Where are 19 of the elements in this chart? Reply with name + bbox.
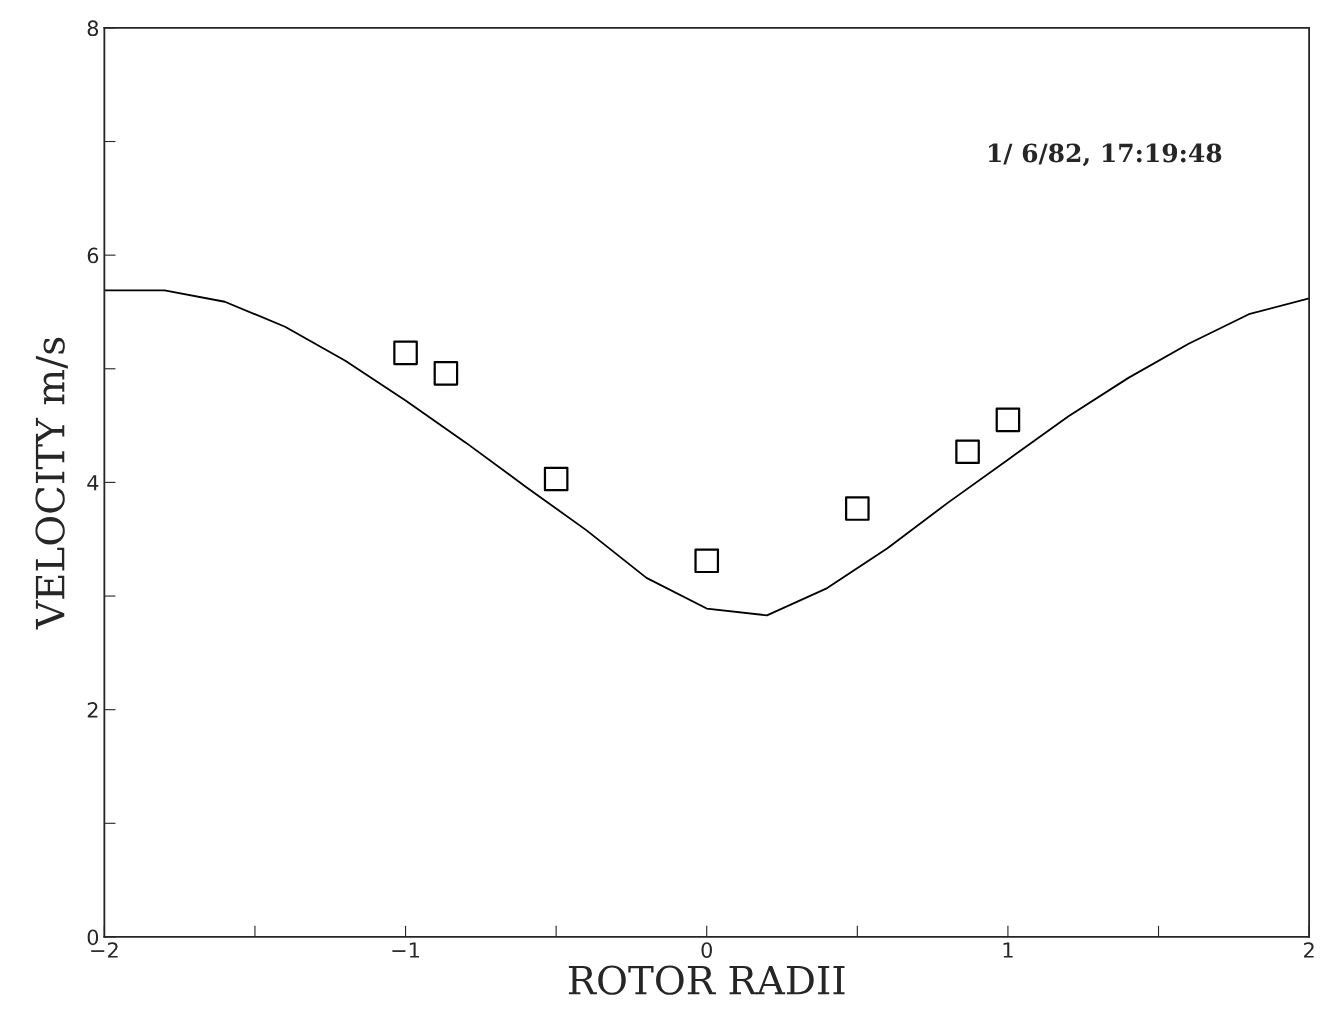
y-tick-label: 8 bbox=[87, 20, 99, 37]
y-axis-title: VELOCITY m/s bbox=[35, 337, 68, 630]
point bbox=[694, 548, 720, 574]
line-series bbox=[104, 289, 1310, 617]
point bbox=[393, 340, 418, 366]
annotation: 1/ 6/82, 17:19:48 bbox=[988, 143, 1222, 167]
y-tick-label: 6 bbox=[87, 247, 99, 264]
point bbox=[995, 407, 1021, 433]
x-tick-label: −1 bbox=[392, 942, 419, 958]
point bbox=[955, 439, 980, 465]
point bbox=[433, 361, 459, 386]
x-tick-label: 2 bbox=[1304, 942, 1314, 958]
point bbox=[543, 466, 569, 492]
x-tick-label: 0 bbox=[701, 942, 712, 958]
x-axis-title: ROTOR RADII bbox=[568, 965, 845, 995]
y-tick-label: 4 bbox=[87, 475, 99, 491]
x-tick-label: 1 bbox=[1003, 942, 1013, 958]
y-tick-label: 2 bbox=[87, 702, 98, 718]
point bbox=[845, 496, 870, 521]
